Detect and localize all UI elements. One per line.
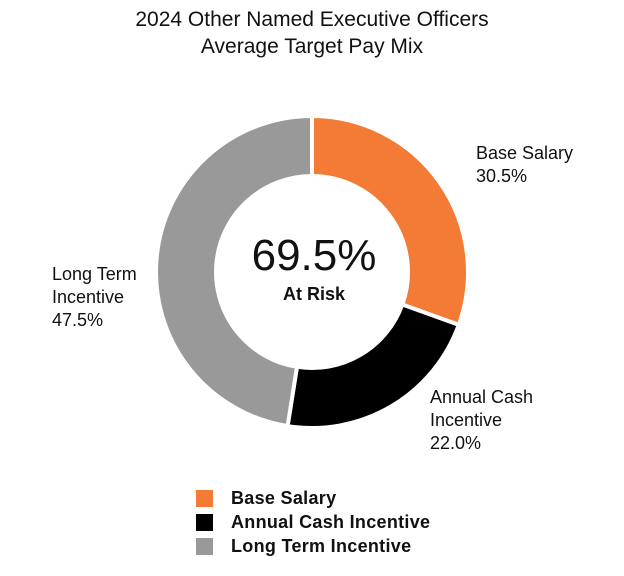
center-value: 69.5% [251, 231, 377, 280]
legend-swatch [196, 513, 213, 531]
legend-swatch [196, 489, 213, 507]
slice-label-value: 30.5% [476, 166, 528, 186]
chart-legend: Base Salary Annual Cash Incentive Long T… [196, 486, 430, 558]
slice-label-text: Incentive [52, 287, 125, 307]
chart-title: 2024 Other Named Executive Officers Aver… [0, 6, 624, 60]
chart-title-line-1: 2024 Other Named Executive Officers [135, 8, 489, 31]
slice-label-text: Incentive [430, 410, 503, 430]
donut-slice-long-term-incentive [154, 113, 314, 429]
slice-label-text: Annual Cash [430, 387, 534, 407]
slice-label-base-salary: Base Salary 30.5% [476, 142, 573, 188]
legend-item-base-salary: Base Salary [196, 486, 430, 510]
legend-label: Long Term Incentive [231, 535, 412, 556]
legend-label: Annual Cash Incentive [231, 511, 431, 532]
legend-item-annual-cash-incentive: Annual Cash Incentive [196, 510, 430, 534]
chart-title-line-2: Average Target Pay Mix [200, 35, 424, 58]
slice-label-value: 47.5% [52, 310, 104, 330]
center-readout: 69.5% At Risk [214, 230, 414, 305]
slice-label-long-term-incentive: Long Term Incentive 47.5% [52, 263, 137, 332]
slice-label-annual-cash-incentive: Annual Cash Incentive 22.0% [430, 386, 533, 455]
legend-item-long-term-incentive: Long Term Incentive [196, 534, 430, 558]
slice-label-value: 22.0% [430, 433, 482, 453]
slice-label-text: Base Salary [476, 143, 574, 163]
legend-swatch [196, 537, 213, 555]
slice-label-text: Long Term [52, 264, 137, 284]
center-label: At Risk [282, 284, 345, 304]
legend-label: Base Salary [231, 487, 337, 508]
donut-slice-base-salary [310, 113, 470, 328]
